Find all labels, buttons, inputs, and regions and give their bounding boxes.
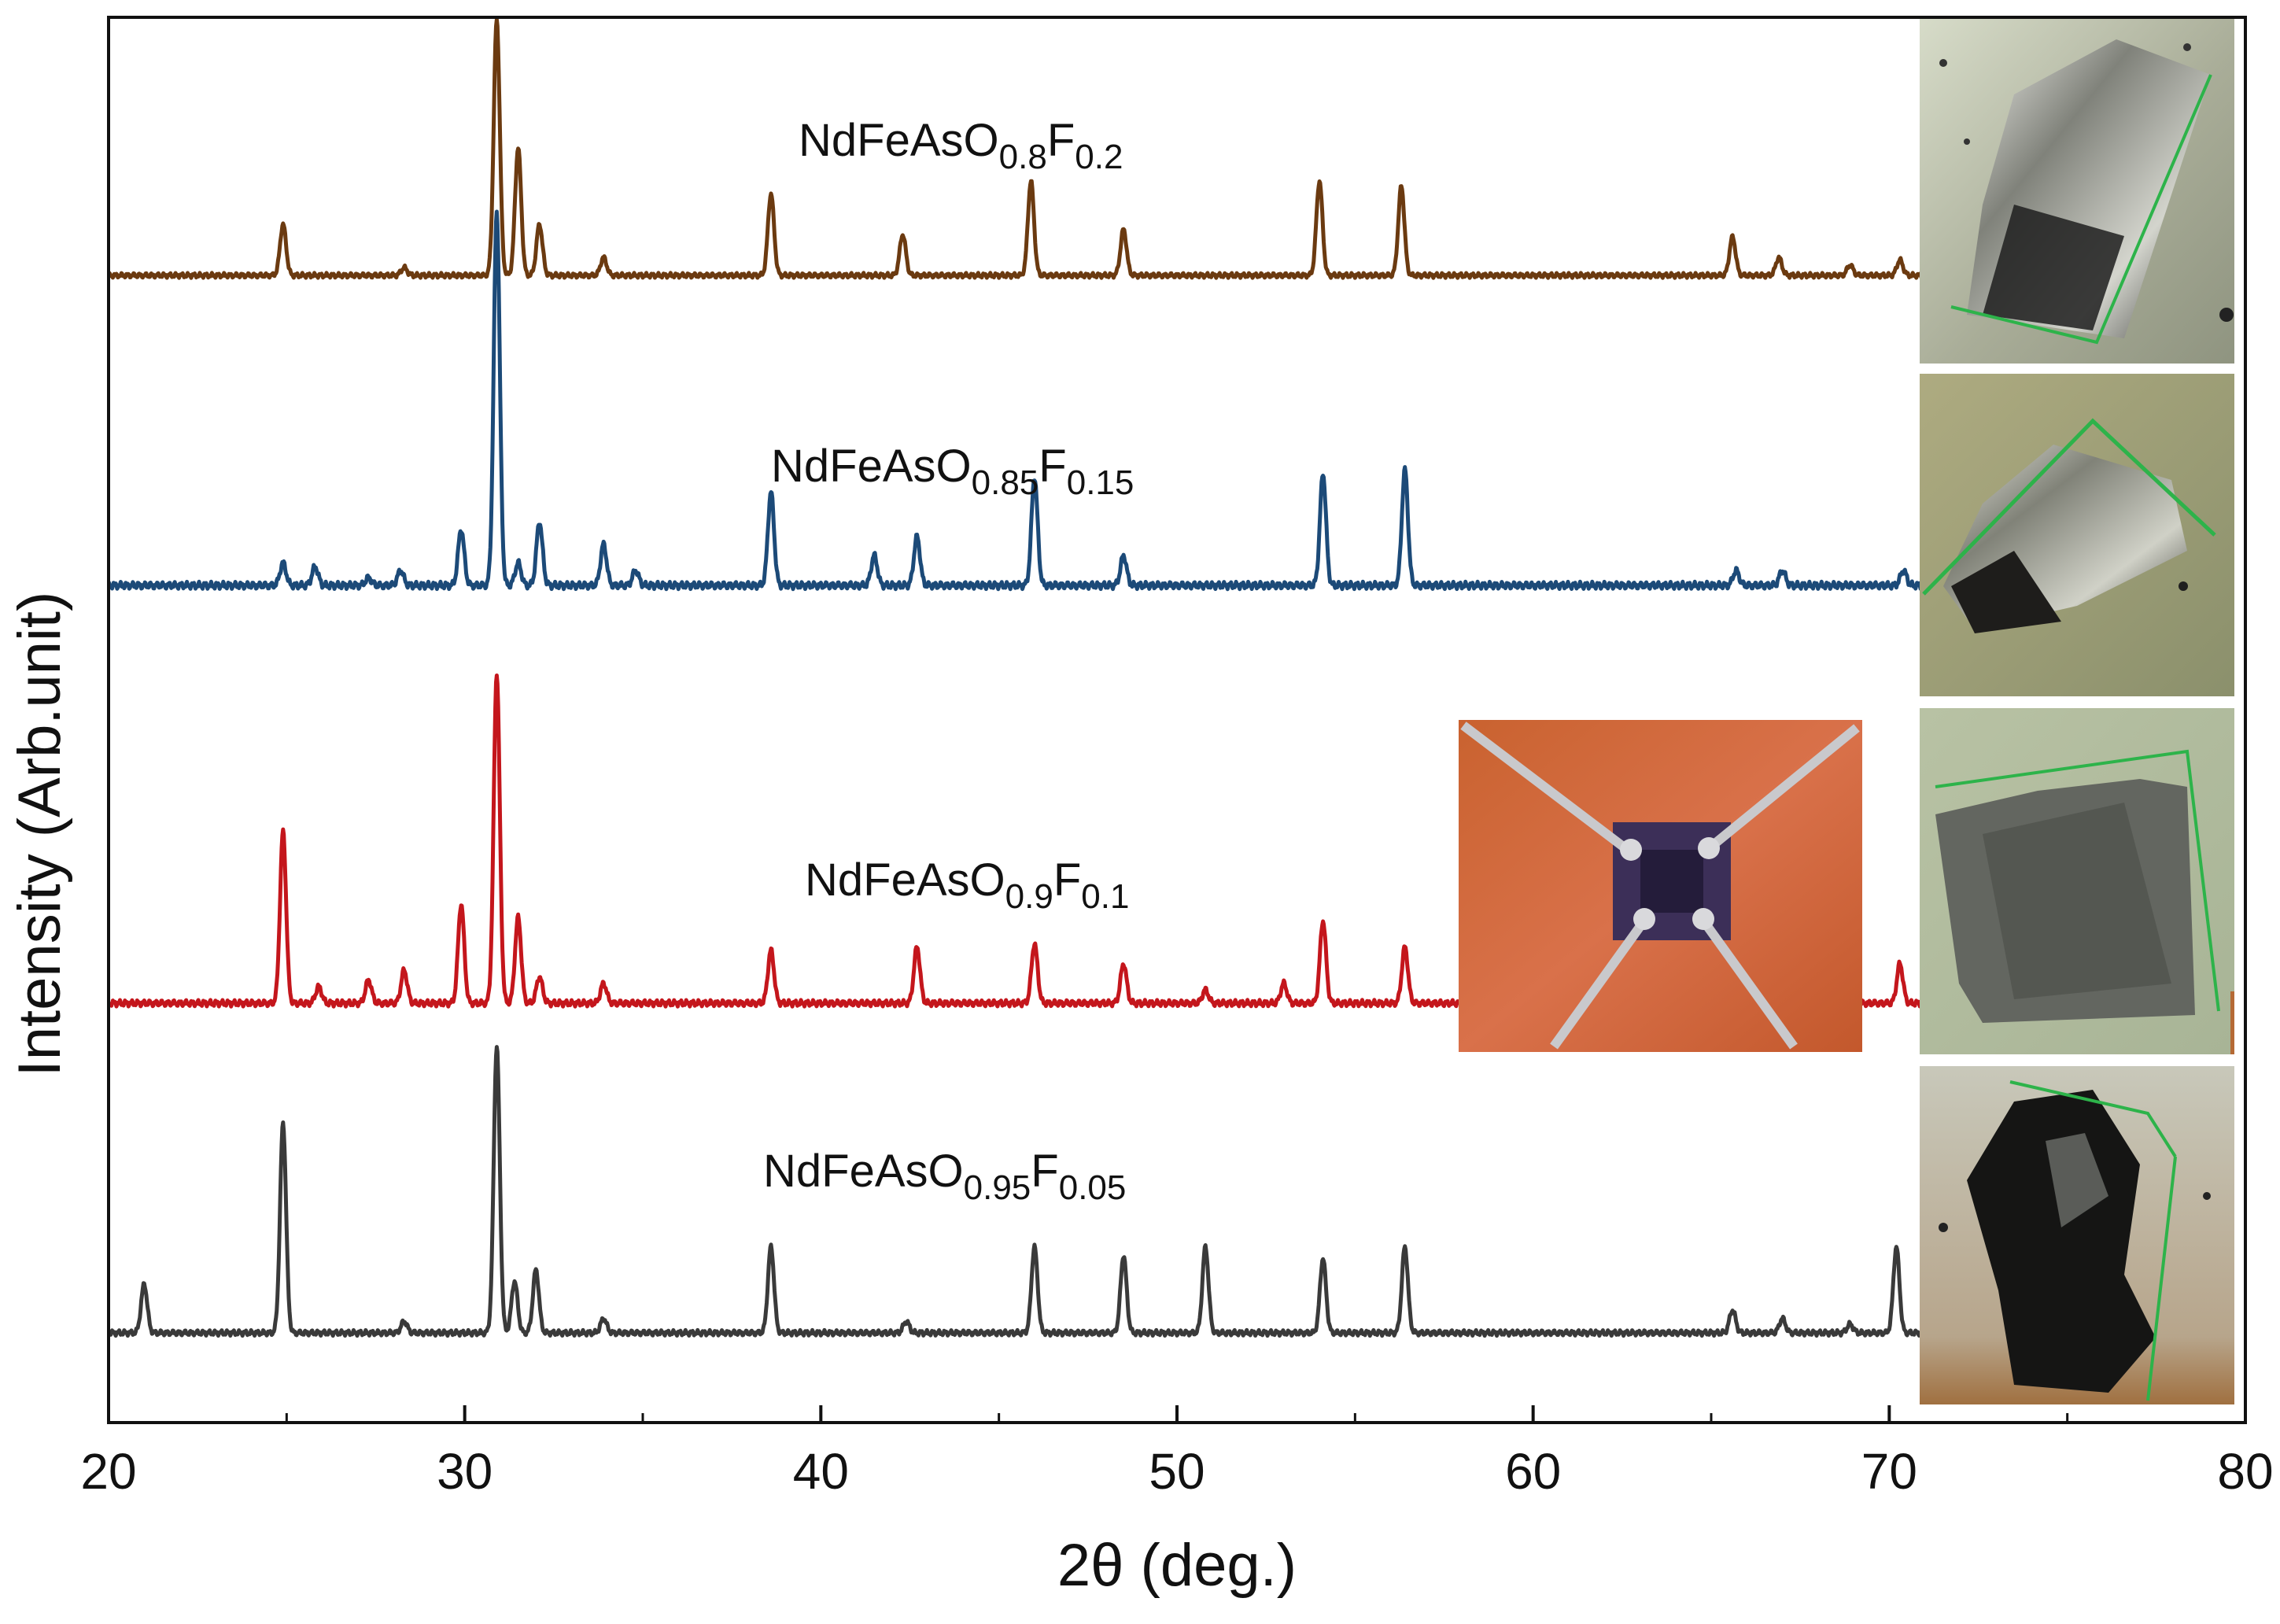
series-line xyxy=(109,17,1927,280)
series-line xyxy=(109,209,1928,592)
x-axis-ticks: 20 30 40 50 60 70 80 xyxy=(80,1405,2274,1500)
y-axis-label: Intensity (Arb.unit) xyxy=(6,592,73,1077)
series-label: NdFeAsO0.9F0.1 xyxy=(805,854,1129,916)
series-line xyxy=(109,1045,1927,1338)
spectrum-traces xyxy=(109,17,1928,1338)
series-label: NdFeAsO0.85F0.15 xyxy=(771,441,1134,502)
x-tick-label: 40 xyxy=(793,1443,849,1500)
series-label: NdFeAsO0.95F0.05 xyxy=(763,1146,1126,1207)
x-tick-label: 60 xyxy=(1505,1443,1561,1500)
x-tick-label: 70 xyxy=(1861,1443,1917,1500)
crystal-photo-x02 xyxy=(1920,17,2234,364)
x-tick-label: 30 xyxy=(437,1443,493,1500)
contact-photo xyxy=(1459,720,1862,1052)
x-tick-label: 20 xyxy=(80,1443,136,1500)
x-tick-label: 50 xyxy=(1149,1443,1205,1500)
crystal-photo-x005 xyxy=(1920,1066,2234,1404)
x-axis-label: 2θ (deg.) xyxy=(1057,1532,1297,1599)
crystal-photo-x01 xyxy=(1920,708,2234,1054)
x-tick-label: 80 xyxy=(2217,1443,2273,1500)
series-label: NdFeAsO0.8F0.2 xyxy=(799,115,1123,176)
crystal-photo-x015 xyxy=(1920,374,2234,696)
